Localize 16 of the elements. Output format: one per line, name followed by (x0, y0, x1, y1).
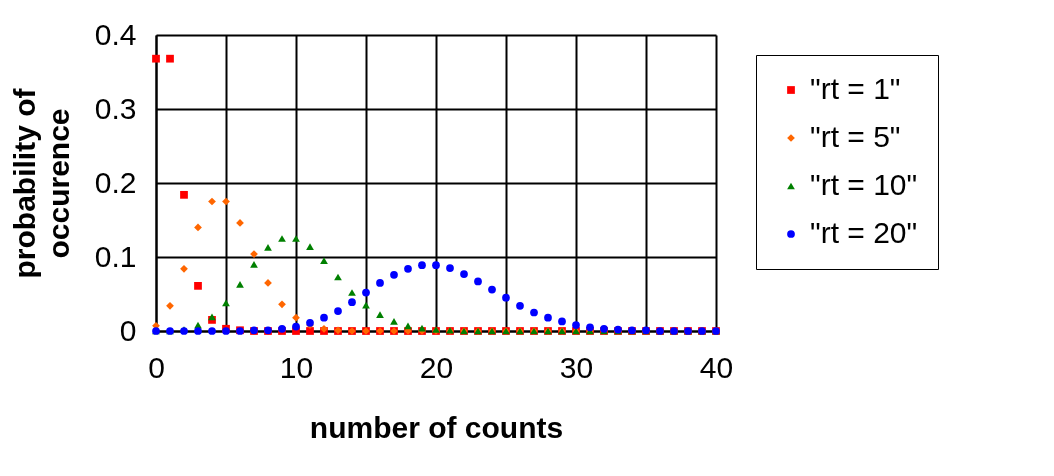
legend-label: "rt = 10" (810, 168, 918, 201)
x-tick-label: 20 (419, 350, 454, 384)
y-tick-label: 0.3 (94, 91, 137, 125)
y-tick-label: 0.2 (94, 165, 137, 199)
y-tick-label: 0.4 (94, 17, 137, 51)
x-tick-label: 40 (699, 350, 734, 384)
x-axis-title: number of counts (309, 410, 564, 444)
y-tick-label: 0 (119, 313, 137, 347)
y-axis-title: probability of occurence (7, 87, 75, 279)
legend-label: "rt = 20" (810, 216, 918, 249)
legend-label: "rt = 1" (810, 72, 901, 105)
y-tick-label: 0.1 (94, 239, 137, 273)
x-tick-label: 0 (148, 350, 165, 384)
legend-label: "rt = 5" (810, 120, 901, 153)
x-tick-label: 30 (559, 350, 594, 384)
x-tick-label: 10 (279, 350, 314, 384)
